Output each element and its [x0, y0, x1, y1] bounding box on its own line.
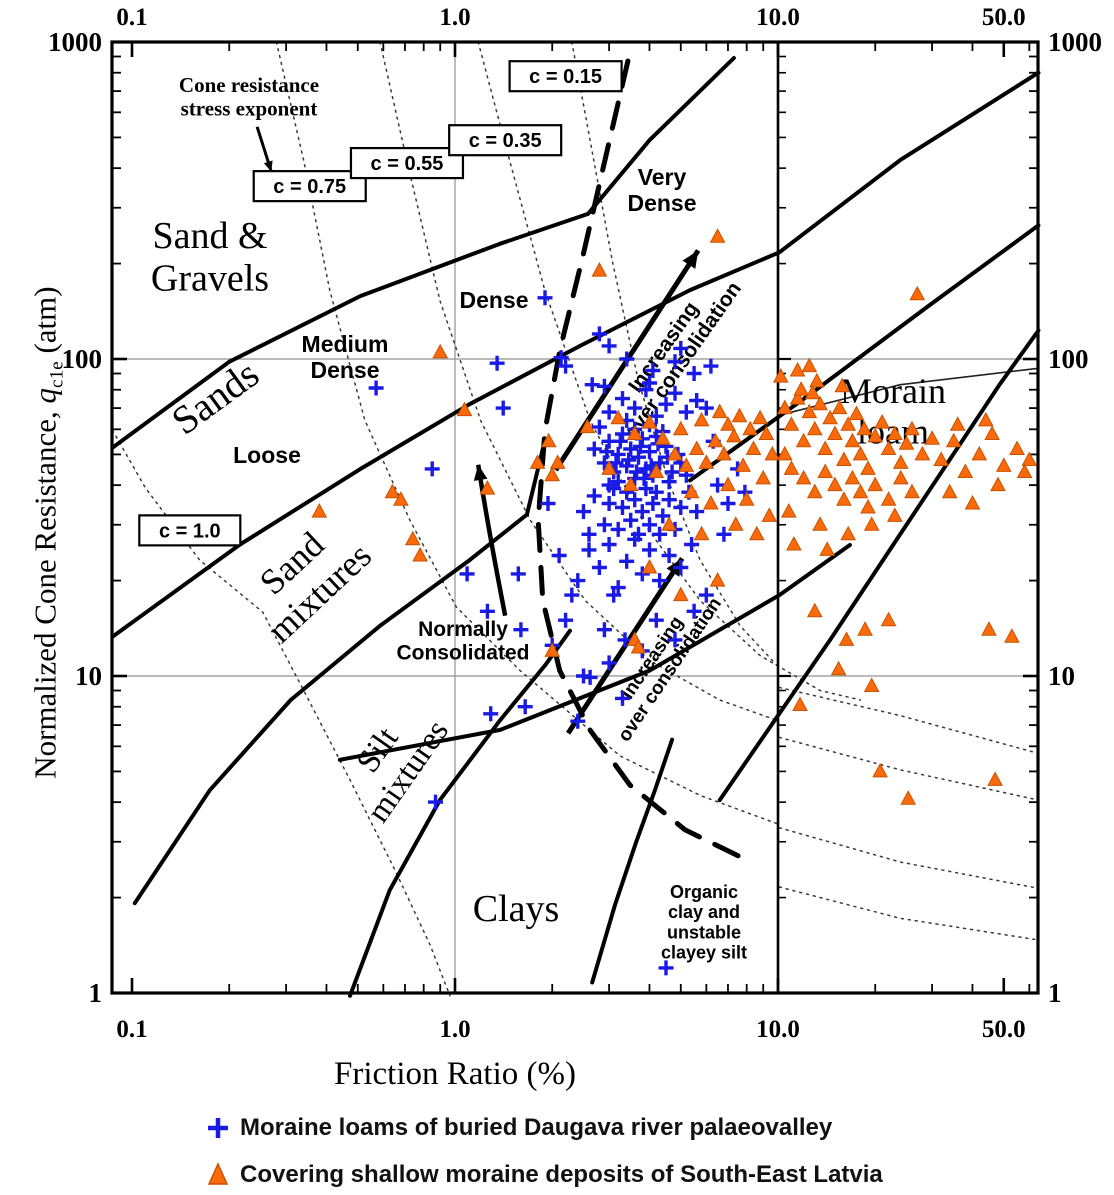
- plus-marker-icon: [208, 1117, 228, 1138]
- zone-label-loose: Loose: [233, 442, 301, 468]
- svg-text:1: 1: [89, 978, 103, 1008]
- zone-label-sands: Sands: [163, 351, 267, 444]
- zone-label-clays: Clays: [473, 888, 560, 930]
- svg-text:50.0: 50.0: [982, 4, 1026, 31]
- svg-text:0.1: 0.1: [116, 1016, 147, 1043]
- svg-text:10.0: 10.0: [756, 1016, 800, 1043]
- scatter-series-covering-deposits: [311, 228, 1038, 805]
- svg-text:c = 1.0: c = 1.0: [159, 520, 221, 542]
- svg-text:100: 100: [62, 344, 103, 374]
- svg-text:0.1: 0.1: [116, 4, 147, 31]
- axis-tick-labels: 0.1 0.1 1.0 1.0 10.0 10.0 50.0 50.0 1000 1000 100 1…: [48, 4, 1102, 1043]
- triangle-marker-icon: [207, 1161, 229, 1185]
- svg-text:100: 100: [1048, 344, 1089, 374]
- zone-label-organic-clay: Organic clay and unstable clayey silt: [661, 882, 747, 962]
- legend: Moraine loams of buried Daugava river pa…: [196, 1104, 883, 1195]
- x-axis-title: Friction Ratio (%): [334, 1056, 576, 1092]
- normally-consolidated-dashed-curve: [535, 58, 743, 860]
- legend-label: Covering shallow moraine deposits of Sou…: [240, 1160, 883, 1188]
- svg-text:c = 0.35: c = 0.35: [469, 130, 542, 152]
- axes-frame: [110, 40, 1040, 995]
- zone-labels: Cone resistance stress exponent Sand & Grav…: [151, 73, 946, 962]
- svg-text:1.0: 1.0: [439, 4, 470, 31]
- svg-text:10: 10: [1048, 661, 1075, 691]
- zone-label-dense: Dense: [459, 287, 528, 313]
- svg-text:c = 0.55: c = 0.55: [371, 153, 444, 175]
- svg-text:c = 0.15: c = 0.15: [529, 66, 602, 88]
- gridlines: [112, 42, 1038, 993]
- svg-text:10.0: 10.0: [756, 4, 800, 31]
- svg-text:10: 10: [75, 661, 102, 691]
- zone-label-very-dense: Very Dense: [627, 164, 696, 216]
- svg-text:1: 1: [1048, 978, 1062, 1008]
- zone-label-medium-dense: Medium Dense: [302, 331, 389, 383]
- zone-label-cone-resistance-note: Cone resistance stress exponent: [179, 73, 319, 121]
- y-axis-title: Normalized Cone Resistance, qc1e (atm): [27, 286, 68, 779]
- legend-label: Moraine loams of buried Daugava river pa…: [240, 1113, 833, 1141]
- zone-label-normally-consolidated: Normally Consolidated: [396, 618, 529, 665]
- zone-label-sand-mixtures: Sandmixtures: [232, 506, 379, 651]
- zone-boundary-curves: [110, 56, 1041, 998]
- svg-text:50.0: 50.0: [982, 1016, 1026, 1043]
- zone-label-sand-gravels: Sand & Gravels: [151, 215, 269, 300]
- svg-text:1000: 1000: [1048, 27, 1102, 57]
- c-exponent-labels: c = 0.75 c = 0.55 c = 0.35 c = 0.15 c = 1.0: [138, 60, 623, 547]
- svg-text:c = 0.75: c = 0.75: [273, 176, 346, 198]
- svg-text:1.0: 1.0: [439, 1016, 470, 1043]
- legend-item-covering-deposits: Covering shallow moraine deposits of Sou…: [196, 1151, 883, 1195]
- svg-text:1000: 1000: [48, 27, 102, 57]
- legend-item-moraine-loams: Moraine loams of buried Daugava river pa…: [196, 1104, 883, 1151]
